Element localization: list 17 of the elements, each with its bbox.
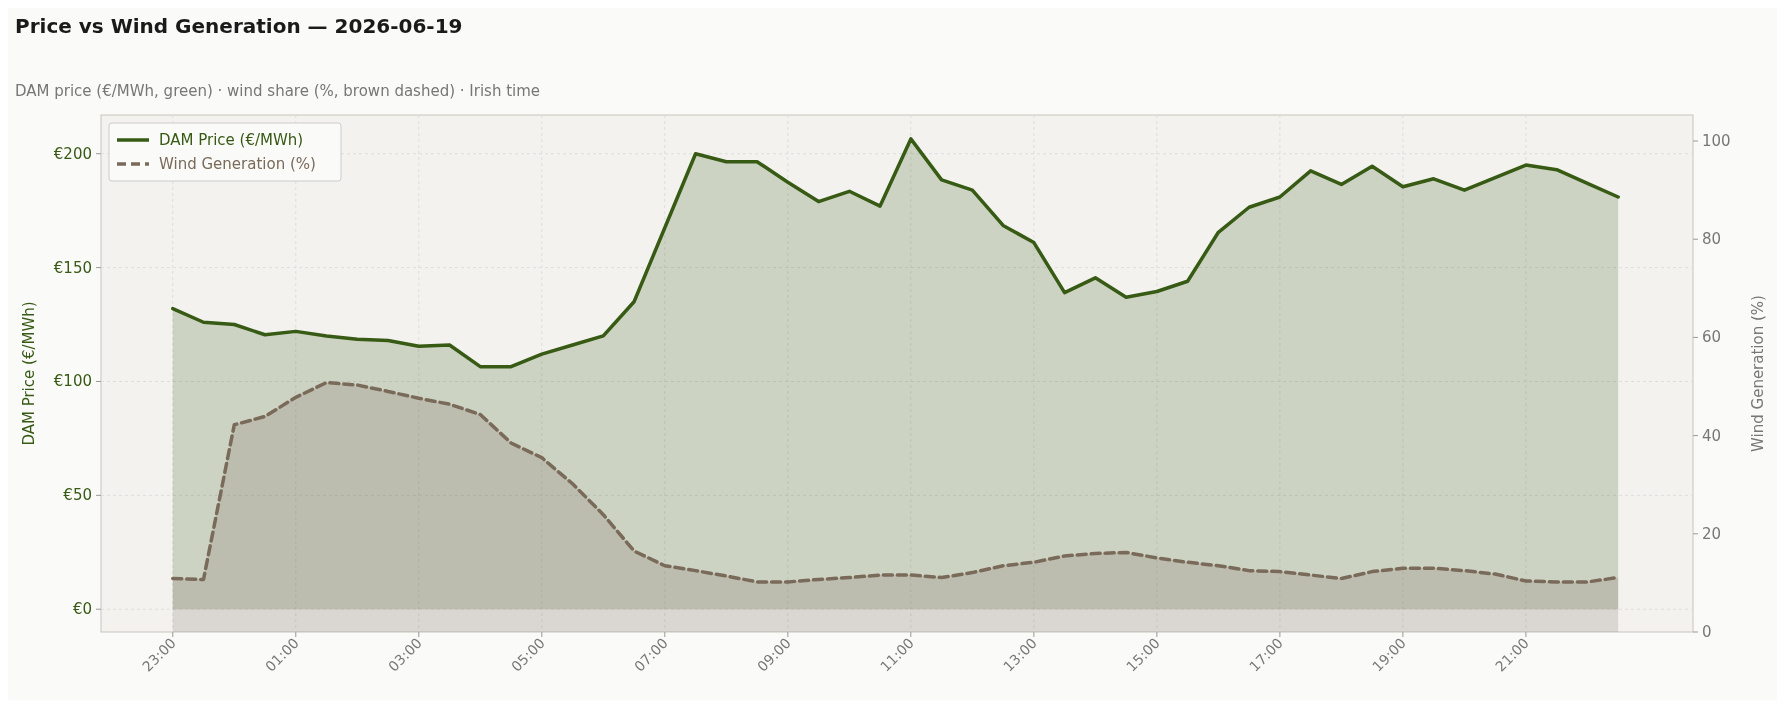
- y-tick-label: €50: [63, 486, 92, 505]
- y2-tick-label: 40: [1702, 426, 1722, 445]
- legend-label: Wind Generation (%): [159, 155, 316, 173]
- y2-tick-label: 60: [1702, 328, 1722, 347]
- y2-axis-title: Wind Generation (%): [1749, 295, 1767, 452]
- y-axis-title: DAM Price (€/MWh): [20, 301, 38, 446]
- chart-title: Price vs Wind Generation — 2026-06-19: [15, 14, 463, 38]
- y-tick-label: €150: [53, 258, 92, 277]
- y-tick-label: €0: [72, 600, 92, 619]
- chart-subtitle: DAM price (€/MWh, green) · wind share (%, brown dashed) · Irish time: [15, 82, 541, 100]
- y-tick-label: €100: [53, 372, 92, 391]
- y2-tick-label: 100: [1702, 132, 1731, 151]
- y2-tick-label: 20: [1702, 524, 1722, 543]
- y2-tick-label: 80: [1702, 230, 1722, 249]
- legend-label: DAM Price (€/MWh): [159, 131, 304, 149]
- y2-tick-label: 0: [1702, 623, 1712, 641]
- y-tick-label: €200: [53, 144, 92, 163]
